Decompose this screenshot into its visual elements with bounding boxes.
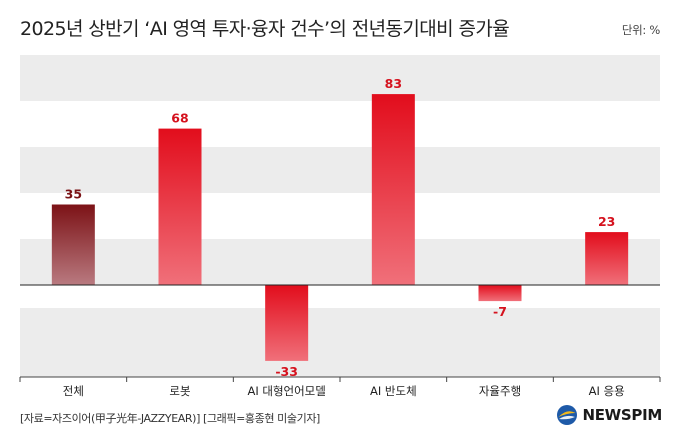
category-label: 전체 xyxy=(63,384,84,398)
logo-wordmark: NEWSPIM xyxy=(582,406,662,424)
bar-4 xyxy=(478,285,522,302)
bars xyxy=(51,94,629,361)
background-bands xyxy=(20,55,660,377)
background-band xyxy=(20,147,660,193)
category-label: 로봇 xyxy=(169,384,190,398)
category-label: AI 대형언어모델 xyxy=(247,384,325,398)
category-label: AI 응용 xyxy=(589,384,625,398)
background-band xyxy=(20,55,660,101)
bar-0 xyxy=(51,204,95,285)
bar-value-label: 83 xyxy=(385,76,402,91)
source-credit: [자료=자즈이어(甲子光年-JAZZYEAR)] [그래픽=홍종현 미술기자] xyxy=(20,412,320,425)
category-label: 자율주행 xyxy=(479,384,521,398)
x-axis-tick-labels: 전체 로봇 AI 대형언어모델 AI 반도체 자율주행 AI 응용 xyxy=(63,384,625,398)
bar-value-label: -7 xyxy=(493,304,507,319)
bar-2 xyxy=(265,285,309,361)
category-label: AI 반도체 xyxy=(370,384,417,398)
bar-value-label: 68 xyxy=(171,111,188,126)
bar-value-label: 35 xyxy=(65,187,82,202)
bar-3 xyxy=(371,94,415,285)
bar-value-label: 23 xyxy=(598,214,615,229)
background-band xyxy=(20,308,660,377)
x-axis-ticks xyxy=(19,377,661,382)
background-band xyxy=(20,239,660,285)
newspim-logo-icon xyxy=(557,405,578,425)
newspim-logo: NEWSPIM xyxy=(556,404,662,426)
data-labels: 35 68 -33 83 -7 23 xyxy=(65,76,616,379)
bar-1 xyxy=(158,128,202,285)
unit-label: 단위: % xyxy=(621,23,660,37)
bar-chart: 35 68 -33 83 -7 23 전체 로봇 AI 대형언어모델 AI 반도체 자율주행 AI … xyxy=(19,55,661,398)
chart-title: 2025년 상반기 ‘AI 영역 투자·융자 건수’의 전년동기대비 증가율 xyxy=(20,18,510,40)
bar-5 xyxy=(585,232,629,285)
bar-value-label: -33 xyxy=(275,364,298,379)
